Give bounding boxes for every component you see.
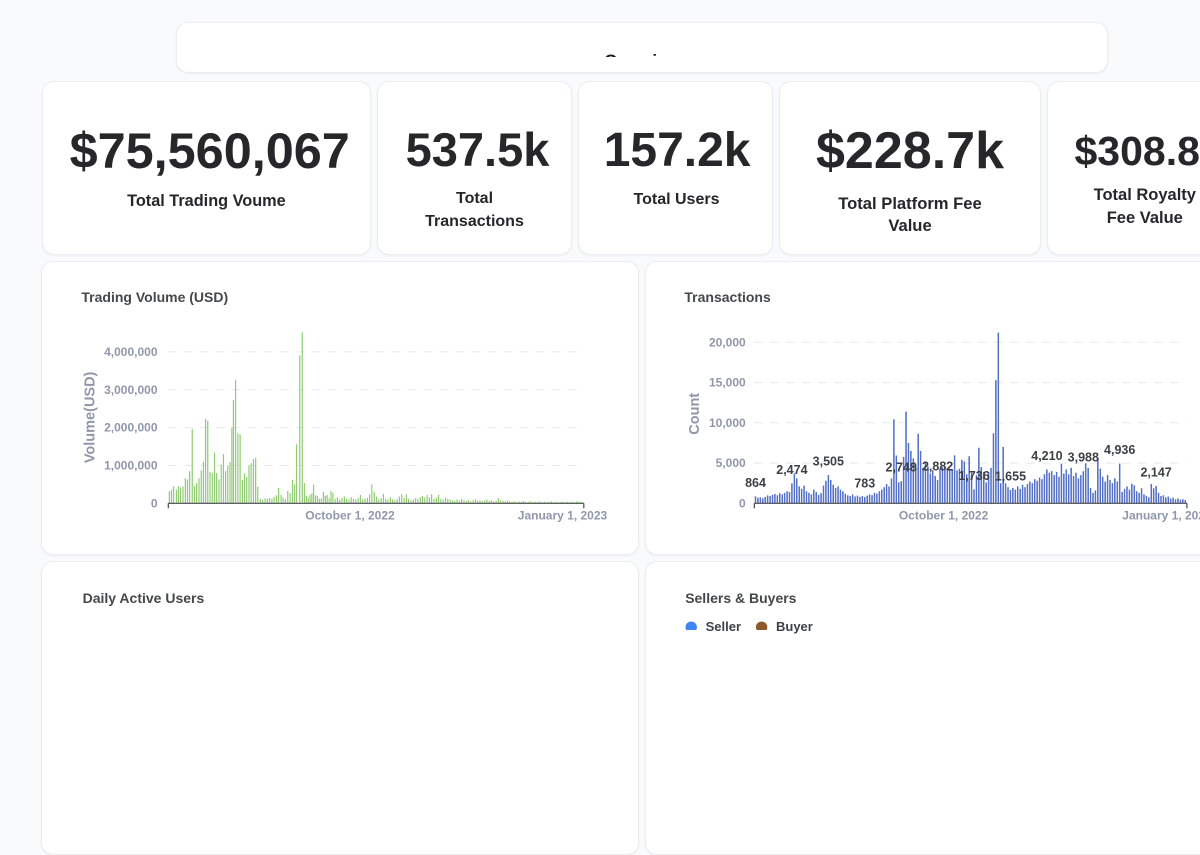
svg-text:783: 783 xyxy=(854,477,875,491)
svg-text:2,000,000: 2,000,000 xyxy=(104,421,158,435)
svg-text:Count: Count xyxy=(687,393,703,435)
svg-text:October 1, 2022: October 1, 2022 xyxy=(305,509,395,523)
svg-text:20,000: 20,000 xyxy=(709,335,746,349)
svg-text:2,474: 2,474 xyxy=(776,463,807,477)
svg-text:15,000: 15,000 xyxy=(709,376,746,390)
svg-text:4,000,000: 4,000,000 xyxy=(104,345,158,359)
svg-text:3,000,000: 3,000,000 xyxy=(104,383,158,397)
svg-text:January 1, 2023: January 1, 2023 xyxy=(1122,509,1200,523)
svg-text:2,748: 2,748 xyxy=(886,461,917,475)
svg-text:1,000,000: 1,000,000 xyxy=(104,459,158,473)
svg-text:0: 0 xyxy=(739,496,746,510)
svg-text:2,882: 2,882 xyxy=(922,460,953,474)
svg-text:0: 0 xyxy=(151,496,158,510)
svg-text:January 1, 2023: January 1, 2023 xyxy=(518,509,608,523)
svg-text:October 1, 2022: October 1, 2022 xyxy=(899,509,989,523)
svg-text:5,000: 5,000 xyxy=(716,456,746,470)
svg-text:3,988: 3,988 xyxy=(1068,451,1099,465)
svg-text:1,736: 1,736 xyxy=(958,469,989,483)
svg-text:2,147: 2,147 xyxy=(1140,466,1171,480)
svg-text:864: 864 xyxy=(745,476,766,490)
svg-text:4,210: 4,210 xyxy=(1031,449,1062,463)
svg-text:1,655: 1,655 xyxy=(995,470,1026,484)
svg-text:Volume(USD): Volume(USD) xyxy=(83,371,99,463)
svg-text:10,000: 10,000 xyxy=(709,416,746,430)
svg-text:4,936: 4,936 xyxy=(1104,443,1135,457)
svg-text:3,505: 3,505 xyxy=(813,455,844,469)
